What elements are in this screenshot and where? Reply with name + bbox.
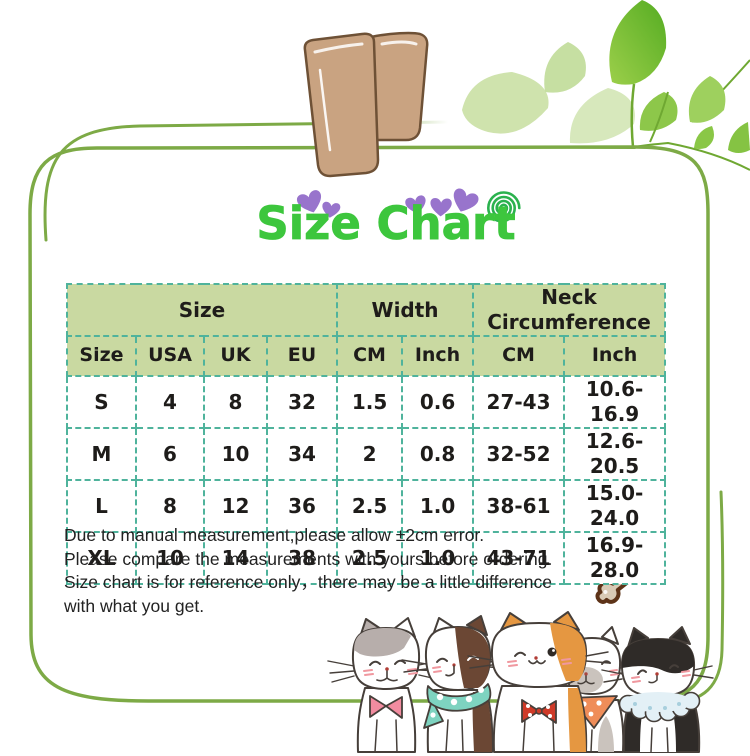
heart-icon xyxy=(405,195,426,214)
table-cell: 14 xyxy=(203,531,268,585)
table-cell: 38-61 xyxy=(472,479,566,533)
table-cell: 10 xyxy=(135,531,205,585)
spiral-icon xyxy=(486,191,521,223)
table-cell: 10 xyxy=(203,427,268,481)
size-table: Size Width Neck Circumference Size USA U… xyxy=(65,283,667,585)
table-cell: 16.9-28.0 xyxy=(563,531,667,585)
table-cell: 12 xyxy=(203,479,268,533)
disclaimer-line: with what you get. xyxy=(64,595,205,616)
frame-border xyxy=(28,120,725,705)
table-cell: 12.6-20.5 xyxy=(563,427,667,481)
table-cell: 1.5 xyxy=(336,375,404,429)
table-cell: 2.5 xyxy=(336,479,404,533)
group-header-size: Size xyxy=(65,283,339,337)
table-cell: 15.0-24.0 xyxy=(563,479,667,533)
table-cell: 43-71 xyxy=(472,531,566,585)
table-cell: 1.0 xyxy=(401,479,475,533)
page-title: Size Chart xyxy=(256,197,516,251)
col-header: UK xyxy=(203,335,268,377)
table-cell: 0.8 xyxy=(401,427,475,481)
heart-icon xyxy=(322,201,341,218)
table-cell: 38 xyxy=(265,531,339,585)
col-header: Size xyxy=(66,335,137,377)
table-cell: 8 xyxy=(203,375,268,429)
cats-illustration xyxy=(327,611,714,753)
table-cell: 4 xyxy=(135,375,205,429)
cat-3 xyxy=(467,611,610,753)
cat-5 xyxy=(601,626,714,753)
clothespin-clip-icon xyxy=(303,31,429,178)
heart-icon xyxy=(430,198,452,217)
table-cell: 36 xyxy=(265,479,339,533)
heart-icon xyxy=(453,188,479,212)
table-cell: 34 xyxy=(265,427,339,481)
leaves-decoration xyxy=(462,0,750,171)
cat-5-ruffle-collar xyxy=(618,691,701,723)
table-row: M 6 10 34 2 0.8 32-52 12.6-20.5 xyxy=(66,427,667,481)
table-cell: 10.6-16.9 xyxy=(563,375,667,429)
cat-2 xyxy=(401,615,514,753)
table-cell: 32 xyxy=(265,375,339,429)
table-cell: 1.0 xyxy=(401,531,475,585)
col-header: CM xyxy=(472,335,566,377)
disclaimer-text: Due to manual measurement,please allow ±… xyxy=(64,524,552,618)
table-row: XL 10 14 38 2.5 1.0 43-71 16.9-28.0 xyxy=(66,531,667,585)
table-cell: XL xyxy=(66,531,137,585)
title-hearts xyxy=(296,188,479,218)
table-cell: 8 xyxy=(135,479,205,533)
table-cell: 27-43 xyxy=(472,375,566,429)
table-row: S 4 8 32 1.5 0.6 27-43 10.6-16.9 xyxy=(66,375,667,429)
table-row: L 8 12 36 2.5 1.0 38-61 15.0-24.0 xyxy=(66,479,667,533)
table-cell: L xyxy=(66,479,137,533)
disclaimer-line: Due to manual measurement,please allow ±… xyxy=(64,525,485,545)
col-header: CM xyxy=(336,335,404,377)
disclaimer-line: Please compare the measurements with you… xyxy=(64,548,553,569)
table-cell: 0.6 xyxy=(401,375,475,429)
table-cell: 32-52 xyxy=(472,427,566,481)
heart-icon xyxy=(296,190,322,213)
table-cell: 6 xyxy=(135,427,205,481)
col-header: Inch xyxy=(563,335,667,377)
col-header: Inch xyxy=(401,335,475,377)
disclaimer-line: Size chart is for reference only，there m… xyxy=(64,572,552,592)
table-cell: 2 xyxy=(336,427,404,481)
group-header-neck: Neck Circumference xyxy=(472,283,667,337)
table-cell: S xyxy=(66,375,137,429)
table-cell: M xyxy=(66,427,137,481)
group-header-width: Width xyxy=(336,283,475,337)
cat-1 xyxy=(327,617,445,753)
col-header: USA xyxy=(135,335,205,377)
table-cell: 2.5 xyxy=(336,531,404,585)
col-header: EU xyxy=(265,335,339,377)
